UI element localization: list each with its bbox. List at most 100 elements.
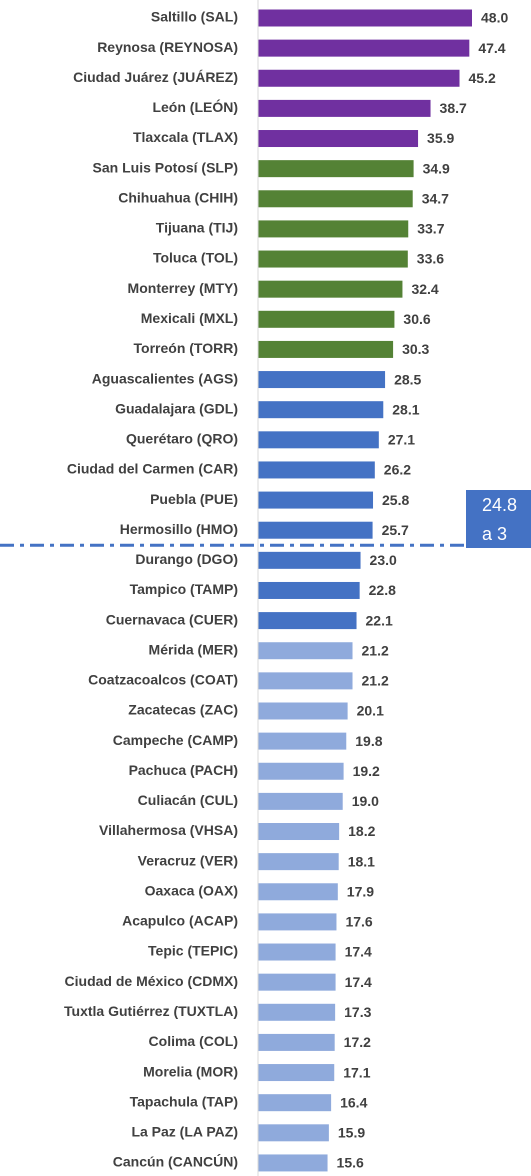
value-label: 17.2 bbox=[344, 1034, 371, 1050]
category-label: Colima (COL) bbox=[149, 1033, 238, 1049]
value-label: 19.0 bbox=[352, 793, 379, 809]
bar bbox=[258, 250, 408, 268]
category-label: Morelia (MOR) bbox=[143, 1063, 238, 1079]
category-label: León (LEÓN) bbox=[152, 98, 238, 115]
category-label: Puebla (PUE) bbox=[150, 491, 238, 507]
category-label: Tapachula (TAP) bbox=[130, 1093, 238, 1109]
value-label: 18.2 bbox=[348, 823, 375, 839]
bar bbox=[258, 130, 419, 148]
value-label: 34.7 bbox=[422, 190, 449, 206]
category-label: San Luis Potosí (SLP) bbox=[93, 159, 238, 175]
bar bbox=[258, 581, 360, 599]
category-label: Ciudad Juárez (JUÁREZ) bbox=[73, 69, 238, 85]
value-label: 30.6 bbox=[403, 311, 430, 327]
category-label: Ciudad de México (CDMX) bbox=[65, 973, 238, 989]
value-label: 15.6 bbox=[337, 1155, 364, 1171]
value-label: 28.1 bbox=[392, 401, 419, 417]
annotation-text: a 3 bbox=[482, 524, 507, 544]
value-label: 22.8 bbox=[369, 582, 396, 598]
bar bbox=[258, 69, 460, 87]
category-label: Querétaro (QRO) bbox=[126, 431, 238, 447]
category-label: Campeche (CAMP) bbox=[113, 732, 238, 748]
category-label: Villahermosa (VHSA) bbox=[99, 822, 238, 838]
category-label: Chihuahua (CHIH) bbox=[118, 189, 238, 205]
category-label: Mexicali (MXL) bbox=[141, 310, 238, 326]
bar bbox=[258, 1064, 335, 1082]
value-label: 16.4 bbox=[340, 1094, 367, 1110]
bar bbox=[258, 1094, 332, 1112]
bar bbox=[258, 401, 384, 419]
value-label: 23.0 bbox=[370, 552, 397, 568]
value-label: 17.4 bbox=[345, 944, 372, 960]
annotation-text: 24.8 bbox=[482, 495, 517, 515]
value-label: 47.4 bbox=[478, 40, 505, 56]
bar bbox=[258, 672, 353, 690]
value-label: 32.4 bbox=[411, 281, 438, 297]
category-label: Toluca (TOL) bbox=[153, 250, 238, 266]
category-label: Tampico (TAMP) bbox=[130, 581, 238, 597]
category-label: Monterrey (MTY) bbox=[128, 280, 238, 296]
category-label: Cancún (CANCÚN) bbox=[113, 1153, 238, 1170]
category-label: Veracruz (VER) bbox=[138, 852, 238, 868]
value-label: 25.7 bbox=[382, 522, 409, 538]
category-label: Acapulco (ACAP) bbox=[122, 913, 238, 929]
bar bbox=[258, 491, 374, 509]
value-label: 25.8 bbox=[382, 492, 409, 508]
bar bbox=[258, 1154, 328, 1172]
bar bbox=[258, 973, 336, 991]
category-label: Oaxaca (OAX) bbox=[145, 882, 238, 898]
value-label: 21.2 bbox=[362, 673, 389, 689]
bar bbox=[258, 792, 343, 810]
bar bbox=[258, 642, 353, 660]
value-label: 19.2 bbox=[353, 763, 380, 779]
bar bbox=[258, 913, 337, 931]
value-label: 17.1 bbox=[343, 1064, 370, 1080]
bar bbox=[258, 461, 375, 479]
category-label: Hermosillo (HMO) bbox=[120, 521, 238, 537]
bar bbox=[258, 732, 347, 750]
category-label: Guadalajara (GDL) bbox=[115, 400, 238, 416]
bar bbox=[258, 39, 470, 57]
value-label: 15.9 bbox=[338, 1125, 365, 1141]
bar bbox=[258, 943, 336, 961]
value-label: 28.5 bbox=[394, 371, 421, 387]
category-label: Pachuca (PACH) bbox=[129, 762, 238, 778]
value-label: 20.1 bbox=[357, 703, 384, 719]
value-label: 35.9 bbox=[427, 130, 454, 146]
category-label: La Paz (LA PAZ) bbox=[131, 1124, 238, 1140]
value-label: 17.9 bbox=[347, 883, 374, 899]
bar bbox=[258, 702, 348, 720]
value-label: 34.9 bbox=[423, 160, 450, 176]
category-label: Culiacán (CUL) bbox=[138, 792, 238, 808]
value-label: 17.4 bbox=[345, 974, 372, 990]
value-label: 22.1 bbox=[366, 612, 393, 628]
value-label: 21.2 bbox=[362, 642, 389, 658]
category-label: Cuernavaca (CUER) bbox=[106, 611, 238, 627]
bar bbox=[258, 1124, 329, 1142]
category-label: Ciudad del Carmen (CAR) bbox=[67, 461, 238, 477]
category-label: Mérida (MER) bbox=[149, 641, 238, 657]
value-label: 19.8 bbox=[355, 733, 382, 749]
value-label: 33.6 bbox=[417, 251, 444, 267]
bar bbox=[258, 371, 386, 389]
category-label: Durango (DGO) bbox=[135, 551, 238, 567]
category-label: Zacatecas (ZAC) bbox=[128, 702, 238, 718]
value-label: 38.7 bbox=[440, 100, 467, 116]
bar bbox=[258, 280, 403, 298]
category-label: Tepic (TEPIC) bbox=[148, 943, 238, 959]
bar bbox=[258, 612, 357, 630]
bar bbox=[258, 340, 394, 358]
category-label: Reynosa (REYNOSA) bbox=[97, 39, 238, 55]
value-label: 17.3 bbox=[344, 1004, 371, 1020]
category-label: Coatzacoalcos (COAT) bbox=[88, 672, 238, 688]
bar bbox=[258, 1003, 336, 1021]
value-label: 48.0 bbox=[481, 10, 508, 26]
category-label: Tlaxcala (TLAX) bbox=[133, 129, 238, 145]
bar bbox=[258, 521, 373, 539]
value-label: 27.1 bbox=[388, 432, 415, 448]
bar bbox=[258, 9, 472, 27]
bar bbox=[258, 853, 339, 871]
bar bbox=[258, 431, 379, 449]
bar bbox=[258, 762, 344, 780]
